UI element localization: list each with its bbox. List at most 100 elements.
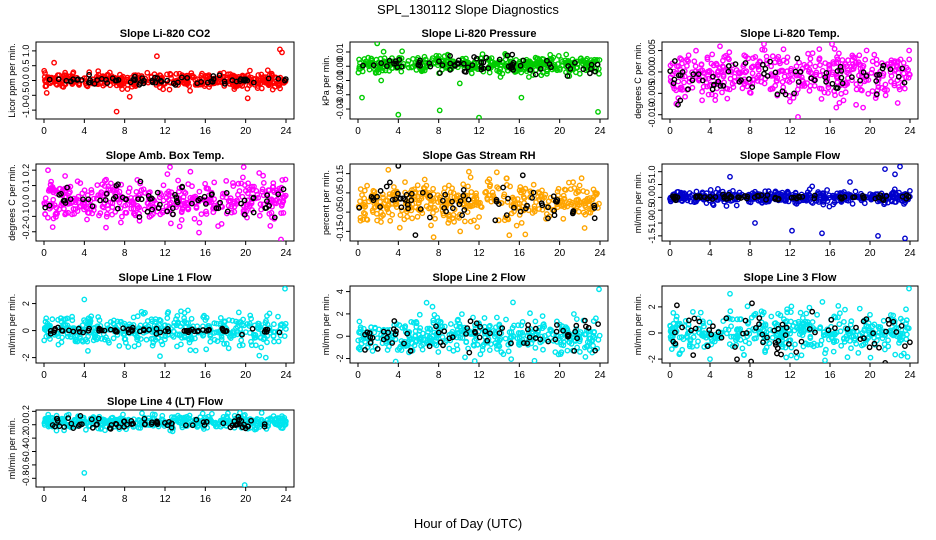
data-point	[431, 204, 438, 211]
data-point	[564, 347, 571, 354]
data-point	[366, 66, 373, 73]
data-point	[554, 197, 561, 203]
data-point	[446, 335, 453, 342]
panel-title: Slope Amb. Box Temp.	[106, 150, 225, 162]
x-tick-label: 24	[280, 248, 292, 259]
data-point	[834, 85, 841, 92]
data-point	[79, 190, 86, 197]
data-point	[517, 208, 524, 215]
y-tick-label: 0.00	[335, 57, 345, 75]
data-point	[775, 325, 782, 332]
y-tick-label: -0.005	[647, 81, 657, 107]
data-point	[791, 194, 797, 201]
data-point	[898, 352, 905, 359]
data-point	[432, 215, 438, 222]
data-point	[876, 329, 882, 336]
data-point	[505, 348, 512, 355]
data-point	[880, 62, 887, 69]
data-point	[181, 334, 188, 341]
data-point	[198, 72, 205, 79]
data-point	[362, 331, 368, 338]
data-point	[43, 315, 50, 322]
data-point	[501, 217, 508, 224]
data-point	[780, 46, 787, 53]
data-point	[727, 308, 734, 315]
data-point	[474, 224, 481, 230]
data-point	[397, 195, 404, 202]
data-point	[454, 326, 461, 333]
data-point	[793, 195, 800, 202]
data-point	[149, 206, 156, 213]
data-point	[560, 192, 567, 199]
data-point	[740, 330, 746, 337]
data-point	[281, 77, 288, 84]
data-point	[405, 58, 412, 64]
data-point	[850, 194, 856, 201]
data-point	[538, 193, 545, 200]
y-tick-label: -0.02	[335, 85, 345, 106]
data-point	[762, 65, 769, 72]
series-colored	[667, 164, 913, 241]
data-point	[119, 213, 125, 220]
data-point	[737, 326, 744, 332]
data-point	[576, 199, 583, 206]
data-point	[223, 189, 230, 196]
x-tick-label: 24	[280, 370, 292, 381]
data-point	[759, 331, 766, 338]
data-point	[580, 188, 587, 194]
data-point	[58, 190, 64, 197]
data-point	[814, 342, 821, 348]
data-point	[399, 207, 405, 214]
data-point	[548, 64, 554, 71]
series-black	[42, 178, 287, 221]
points-layer	[41, 46, 289, 115]
data-point	[217, 199, 224, 206]
data-point	[794, 55, 801, 62]
data-point	[459, 335, 466, 341]
data-point	[670, 80, 677, 87]
outlier-point	[465, 168, 472, 175]
data-point	[537, 59, 544, 65]
x-tick-label: 0	[41, 494, 47, 505]
data-point	[202, 180, 209, 187]
data-point	[842, 306, 848, 313]
data-point	[811, 195, 818, 202]
data-point	[415, 62, 422, 68]
data-point	[725, 326, 732, 333]
outlier-point	[456, 80, 463, 87]
data-point	[428, 222, 434, 229]
data-point	[867, 354, 874, 361]
data-point	[746, 330, 753, 337]
data-point	[471, 217, 477, 224]
data-point	[224, 208, 231, 215]
data-point	[103, 76, 109, 83]
series-black	[356, 164, 598, 239]
x-tick-label: 20	[240, 370, 252, 381]
data-point	[413, 318, 420, 325]
data-point	[694, 342, 700, 349]
data-point	[280, 209, 287, 216]
data-point	[203, 208, 209, 215]
x-tick-label: 0	[667, 370, 673, 381]
data-point	[194, 328, 201, 335]
data-point	[418, 336, 424, 343]
data-point	[467, 218, 474, 225]
data-point	[386, 343, 392, 350]
data-point	[503, 316, 509, 323]
y-tick-label: 2	[21, 301, 31, 306]
data-point	[198, 79, 205, 85]
data-point	[49, 224, 56, 231]
data-point	[104, 202, 111, 209]
data-point	[805, 341, 811, 348]
x-tick-label: 24	[594, 248, 606, 259]
outlier-point	[819, 230, 825, 237]
data-point	[806, 87, 813, 94]
data-point	[187, 347, 194, 353]
data-point	[684, 57, 690, 63]
panel-title: Slope Li-820 Temp.	[740, 28, 839, 40]
data-point	[42, 211, 48, 217]
data-point	[836, 321, 843, 328]
data-point	[748, 64, 755, 71]
y-tick-label: 1.0	[647, 165, 657, 178]
